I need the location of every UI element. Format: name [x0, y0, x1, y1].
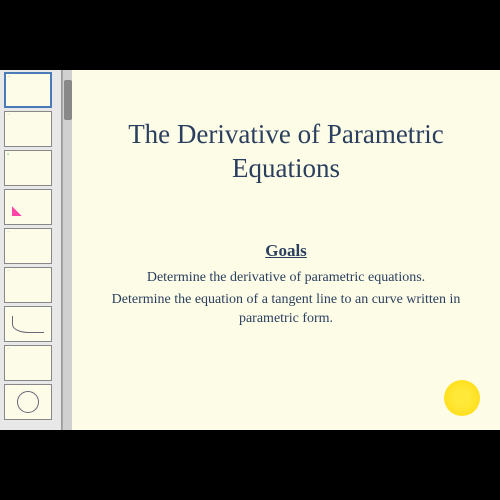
thumbnail-scrollbar[interactable] [62, 70, 72, 430]
goal-item-2: Determine the equation of a tangent line… [100, 291, 472, 329]
scroll-thumb[interactable] [64, 80, 72, 120]
cursor-highlight-icon [444, 380, 480, 416]
slide-thumbnail-1[interactable]: ··· [4, 72, 52, 108]
thumb-text: al [5, 151, 51, 159]
slide-thumbnail-8[interactable]: ··· [4, 345, 52, 381]
thumb-graphic [17, 391, 39, 413]
thumb-graphic [12, 316, 44, 333]
slide-thumbnail-4[interactable] [4, 189, 52, 225]
presentation-viewport: ··· ··· al ··· ··· ··· The Derivative of [0, 70, 500, 430]
thumb-text: ··· [6, 74, 50, 82]
goals-heading: Goals [100, 241, 472, 261]
main-slide: The Derivative of Parametric Equations G… [72, 70, 500, 430]
slide-thumbnail-2[interactable]: ··· [4, 111, 52, 147]
goal-item-1: Determine the derivative of parametric e… [100, 269, 472, 288]
slide-thumbnail-6[interactable]: ··· [4, 267, 52, 303]
thumb-graphic [12, 199, 44, 216]
slide-thumbnail-9[interactable] [4, 384, 52, 420]
slide-title: The Derivative of Parametric Equations [100, 118, 472, 186]
slide-thumbnail-3[interactable]: al [4, 150, 52, 186]
slide-thumbnail-7[interactable] [4, 306, 52, 342]
thumb-text: ··· [5, 268, 51, 276]
slide-thumbnail-5[interactable]: ··· [4, 228, 52, 264]
thumb-text: ··· [5, 112, 51, 120]
thumbnail-panel: ··· ··· al ··· ··· ··· [0, 70, 62, 430]
thumb-text: ··· [5, 229, 51, 237]
thumb-text: ··· [5, 346, 51, 354]
